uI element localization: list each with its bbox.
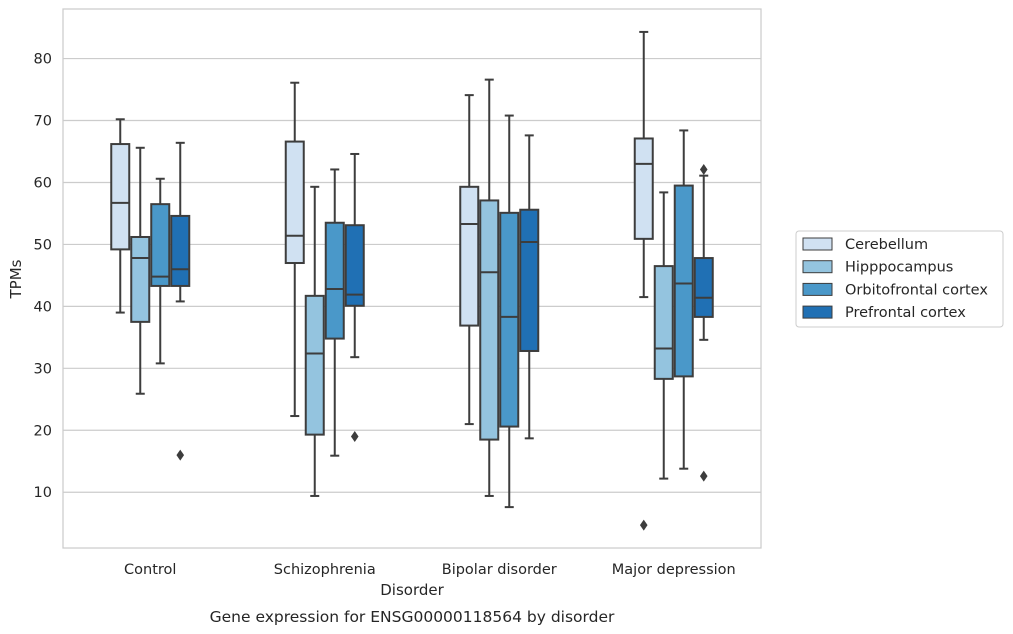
box-iqr [673,184,694,378]
chart-caption: Gene expression for ENSG00000118564 by d… [210,608,615,626]
box-2-0 [459,94,480,426]
box-3-3 [693,163,714,482]
legend-label: Orbitofrontal cortex [845,282,988,298]
legend-swatch [802,237,833,251]
legend-frame [795,230,1004,328]
legend: Cerebellum Hipppocampus Orbitofrontal cort… [795,230,1004,328]
box-0-1 [130,146,151,395]
box-2-2 [499,114,520,509]
y-tick-label: 80 [34,52,52,68]
box-iqr [693,257,714,318]
box-iqr [284,140,305,265]
box-3-1 [653,191,674,480]
legend-label: Prefrontal cortex [845,305,966,321]
outlier-point [176,449,185,461]
y-tick-label: 50 [34,237,52,253]
box-iqr [110,143,131,251]
legend-label: Cerebellum [845,237,928,253]
x-tick-labels: Control Schizophrenia Bipolar disorder Majo… [124,562,736,578]
y-tick-label: 10 [34,485,52,501]
box-1-2 [324,168,345,457]
box-iqr [170,214,191,287]
y-tick-label: 20 [34,423,52,439]
box-0-2 [150,177,171,365]
y-axis-title: TPMs [7,259,25,299]
box-iqr [324,221,345,340]
outlier-point [699,163,708,175]
box-2-1 [479,78,500,497]
x-tick-label: Bipolar disorder [442,562,557,578]
box-iqr [653,265,674,380]
box-iqr [479,199,500,441]
box-3-0 [633,30,654,531]
box-1-3 [344,152,365,442]
legend-label: Hipppocampus [845,260,953,276]
x-tick-label: Schizophrenia [274,562,376,578]
outlier-point [699,470,708,482]
x-tick-label: Control [124,562,176,578]
box-0-0 [110,118,131,314]
x-axis-title: Disorder [380,581,444,599]
box-iqr [499,211,520,428]
box-0-3 [170,141,191,461]
box-iqr [130,235,151,323]
box-iqr [344,224,365,307]
box-iqr [633,137,654,240]
outlier-point [639,519,648,531]
legend-swatch [802,305,833,319]
plot-frame [62,8,762,549]
y-tick-label: 60 [34,175,52,191]
box-2-3 [519,134,540,440]
box-iqr [519,208,540,352]
box-1-1 [304,185,325,497]
y-tick-label: 70 [34,114,52,130]
y-tick-labels: 10 20 30 40 50 60 70 80 [34,52,52,502]
legend-swatch [802,282,833,296]
outlier-point [350,430,359,442]
box-iqr [150,203,171,287]
box-iqr [459,185,480,327]
box-1-0 [284,81,305,418]
x-tick-label: Major depression [612,562,736,578]
y-tick-label: 40 [34,299,52,315]
box-iqr [304,294,325,436]
legend-swatch [802,260,833,274]
box-groups [110,30,714,531]
box-3-2 [673,129,694,470]
y-tick-label: 30 [34,361,52,377]
